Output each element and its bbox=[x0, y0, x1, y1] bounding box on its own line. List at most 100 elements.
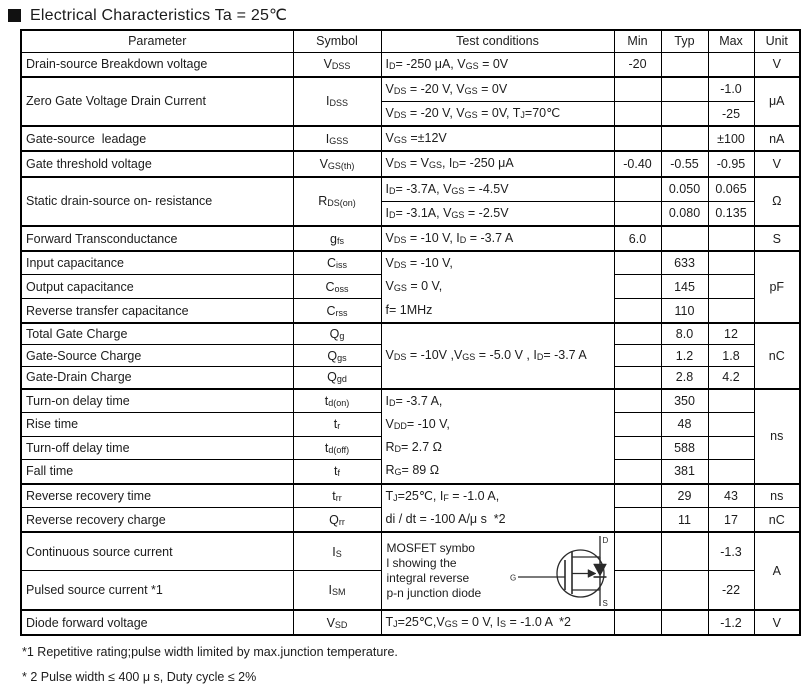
typ-cell: 48 bbox=[660, 411, 709, 437]
min-cell bbox=[613, 344, 662, 368]
typ-cell: 350 bbox=[660, 388, 709, 413]
param-cell: Turn-on delay time bbox=[20, 388, 294, 413]
min-cell bbox=[613, 411, 662, 437]
unit-cell: V bbox=[753, 51, 801, 78]
mosfet-terminal-label-g: G bbox=[510, 573, 516, 582]
max-cell bbox=[707, 274, 755, 300]
typ-cell: 633 bbox=[660, 250, 709, 276]
symbol-cell: VDSS bbox=[292, 51, 382, 78]
electrical-characteristics-table: Parameter Symbol Test conditions Min Typ… bbox=[20, 29, 801, 637]
min-cell: -0.40 bbox=[613, 150, 662, 178]
max-cell bbox=[707, 435, 755, 461]
cond-cell: VDS = VGS, ID= -250 μA bbox=[380, 150, 615, 178]
min-cell bbox=[613, 570, 662, 611]
typ-cell bbox=[660, 100, 709, 128]
min-cell bbox=[613, 483, 662, 509]
typ-cell: 0.080 bbox=[660, 200, 709, 227]
symbol-cell: Qrr bbox=[292, 507, 382, 533]
min-cell bbox=[613, 100, 662, 128]
param-cell: Drain-source Breakdown voltage bbox=[20, 51, 294, 78]
header-parameter: Parameter bbox=[20, 29, 294, 53]
max-cell bbox=[707, 298, 755, 324]
max-cell: -1.3 bbox=[707, 531, 755, 572]
table-header-row: Parameter Symbol Test conditions Min Typ… bbox=[20, 29, 801, 53]
table-row: Turn-on delay time td(on) ID= -3.7 A, VDD=… bbox=[20, 388, 801, 485]
mosfet-symbol: D G S bbox=[510, 535, 608, 608]
param-cell: Reverse transfer capacitance bbox=[20, 298, 294, 324]
typ-cell bbox=[660, 531, 709, 572]
unit-cell: A bbox=[753, 531, 801, 611]
max-cell: -25 bbox=[707, 100, 755, 128]
max-cell: 12 bbox=[707, 322, 755, 346]
mosfet-terminal-label-d: D bbox=[602, 536, 608, 545]
min-cell: -20 bbox=[613, 51, 662, 78]
max-cell bbox=[707, 250, 755, 276]
typ-cell: 588 bbox=[660, 435, 709, 461]
cond-cell: VDS = -10V ,VGS = -5.0 V , ID= -3.7 A bbox=[380, 322, 615, 390]
mosfet-terminal-label-s: S bbox=[602, 599, 607, 608]
unit-cell: V bbox=[753, 150, 801, 178]
symbol-cell: ISM bbox=[292, 570, 382, 611]
symbol-cell: IGSS bbox=[292, 125, 382, 153]
symbol-cell: gfs bbox=[292, 225, 382, 253]
param-cell: Zero Gate Voltage Drain Current bbox=[20, 76, 294, 128]
param-cell: Output capacitance bbox=[20, 274, 294, 300]
typ-cell bbox=[660, 125, 709, 153]
max-cell bbox=[707, 411, 755, 437]
cond-cell: VDS = -10 V, ID = -3.7 A bbox=[380, 225, 615, 253]
symbol-cell: VGS(th) bbox=[292, 150, 382, 178]
symbol-cell: Coss bbox=[292, 274, 382, 300]
max-cell: 0.065 bbox=[707, 176, 755, 202]
header-unit: Unit bbox=[753, 29, 801, 53]
table-row: Output capacitance Coss 145 bbox=[20, 274, 800, 300]
symbol-cell: Ciss bbox=[292, 250, 382, 276]
cond-cell: VDS = -20 V, VGS = 0V bbox=[380, 76, 615, 102]
unit-cell: nA bbox=[753, 125, 801, 153]
param-cell: Input capacitance bbox=[20, 250, 294, 276]
min-cell bbox=[613, 298, 662, 324]
typ-cell: 110 bbox=[660, 298, 709, 324]
symbol-cell: tr bbox=[292, 411, 382, 437]
min-cell bbox=[613, 250, 662, 276]
table-row: Total Gate Charge Qg VDS = -10V ,VGS = -5.… bbox=[20, 322, 801, 390]
symbol-cell: Qgd bbox=[292, 366, 382, 390]
min-cell: 6.0 bbox=[613, 225, 662, 253]
typ-cell: 0.050 bbox=[660, 176, 709, 202]
cond-cell: ID= -3.7A, VGS = -4.5V bbox=[380, 176, 615, 202]
table-row: Reverse transfer capacitance Crss 110 bbox=[20, 298, 800, 324]
table-row: Forward Transconductance gfs VDS = -10 V, … bbox=[20, 225, 801, 253]
symbol-cell: td(on) bbox=[292, 388, 382, 413]
header-max: Max bbox=[707, 29, 755, 53]
table-row: Fall time tf 381 bbox=[20, 459, 800, 485]
table-row: Gate-source leadage IGSS VGS =±12V ±100 nA bbox=[20, 125, 801, 153]
table-row: Reverse recovery time trr TJ=25℃, IF = -1.… bbox=[20, 483, 801, 533]
typ-cell bbox=[660, 76, 709, 102]
param-cell: Turn-off delay time bbox=[20, 435, 294, 461]
min-cell bbox=[613, 125, 662, 153]
unit-cell: ns bbox=[753, 483, 801, 509]
unit-cell: nC bbox=[753, 322, 801, 390]
param-cell: Fall time bbox=[20, 459, 294, 485]
unit-cell: ns bbox=[753, 388, 801, 485]
footnotes: *1 Repetitive rating;pulse width limited… bbox=[22, 645, 806, 684]
min-cell bbox=[613, 435, 662, 461]
page-title: Electrical Characteristics Ta = 25℃ bbox=[30, 7, 288, 24]
param-cell: Diode forward voltage bbox=[20, 609, 294, 636]
cond-cell: TJ=25℃,VGS = 0 V, IS = -1.0 A *2 bbox=[380, 609, 615, 636]
cond-cell: ID= -3.7 A, VDD= -10 V, RD= 2.7 Ω RG= 89… bbox=[380, 388, 615, 485]
footnote-1: *1 Repetitive rating;pulse width limited… bbox=[22, 645, 398, 660]
unit-cell: V bbox=[753, 609, 801, 636]
cond-cell: MOSFET symbo l showing the integral reve… bbox=[380, 531, 615, 611]
min-cell bbox=[613, 76, 662, 102]
cond-cell: VDS = -10 V, VGS = 0 V, f= 1MHz bbox=[380, 250, 615, 324]
symbol-cell: VSD bbox=[292, 609, 382, 636]
max-cell: 1.8 bbox=[707, 344, 755, 368]
symbol-cell: IS bbox=[292, 531, 382, 572]
unit-cell: Ω bbox=[753, 176, 801, 227]
max-cell bbox=[707, 459, 755, 485]
max-cell: -22 bbox=[707, 570, 755, 611]
symbol-cell: trr bbox=[292, 483, 382, 509]
header-min: Min bbox=[613, 29, 662, 53]
param-cell: Total Gate Charge bbox=[20, 322, 294, 346]
typ-cell: 8.0 bbox=[660, 322, 709, 346]
